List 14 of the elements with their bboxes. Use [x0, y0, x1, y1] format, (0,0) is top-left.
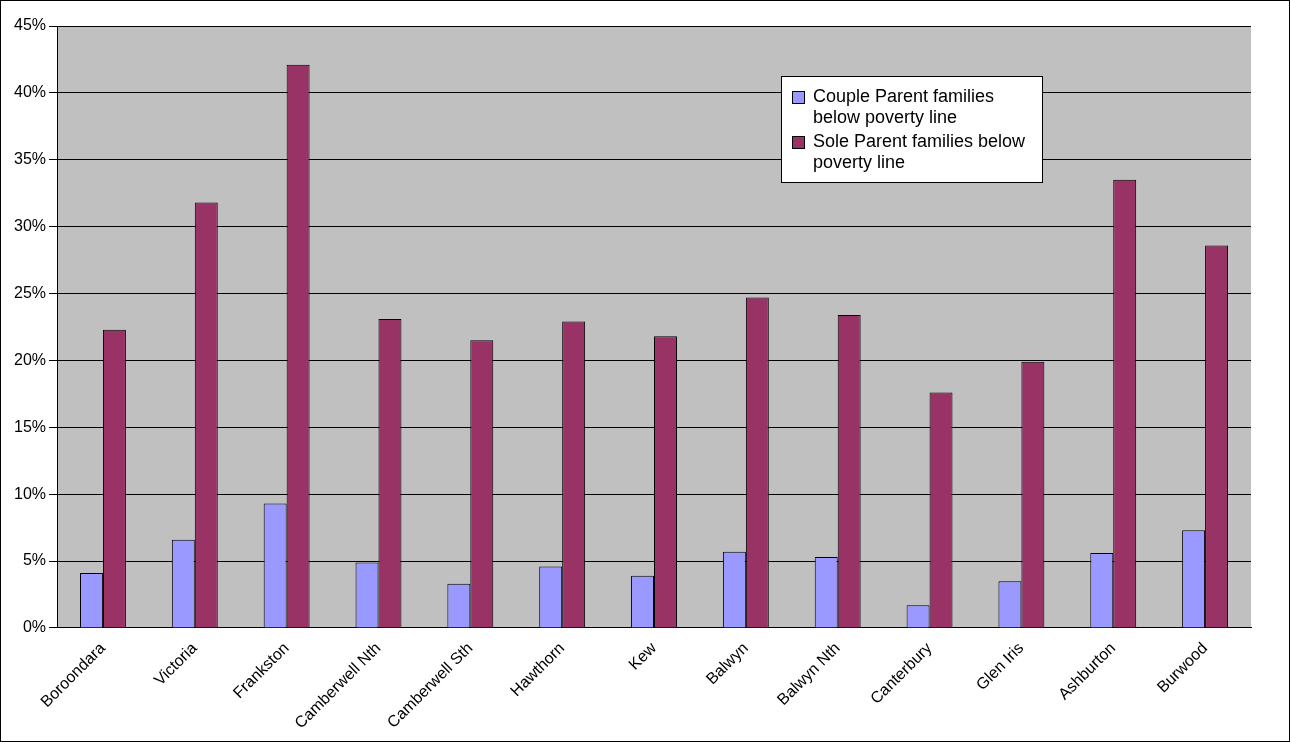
y-tick-label: 45% — [13, 16, 47, 34]
y-tick-label: 5% — [22, 551, 47, 569]
x-tick-label: Kew — [625, 638, 660, 673]
legend-label: Couple Parent families below poverty line — [813, 86, 996, 128]
y-tick-label: 35% — [13, 150, 47, 168]
x-tick-label: Glen Iris — [972, 638, 1027, 694]
y-tick-label: 10% — [13, 484, 47, 502]
y-tick-label: 0% — [22, 618, 47, 636]
y-tick-label: 15% — [13, 417, 47, 435]
y-tick-label: 40% — [13, 83, 47, 101]
y-tick-label: 30% — [13, 217, 47, 235]
y-tick-label: 20% — [13, 350, 47, 368]
legend-label: Sole Parent families below poverty line — [813, 131, 1027, 173]
y-tick-label: 25% — [13, 283, 47, 301]
